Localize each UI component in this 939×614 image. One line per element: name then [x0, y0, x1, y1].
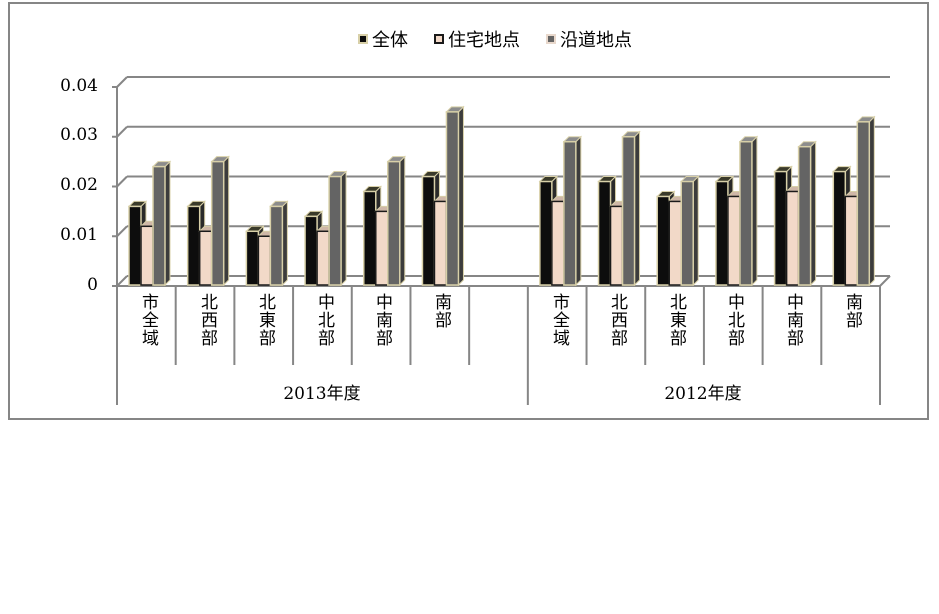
bar: [785, 190, 800, 286]
bar: [387, 160, 401, 286]
bar: [304, 215, 318, 286]
bar: [773, 170, 788, 286]
gridline-depth: [116, 275, 128, 287]
bar: [152, 165, 166, 286]
category-label: 市全域: [138, 293, 158, 347]
gridline-depth: [116, 225, 128, 237]
bar: [316, 230, 330, 286]
bar: [198, 230, 213, 286]
legend-label-total: 全体: [372, 30, 408, 51]
legend-item-total: 全体: [358, 26, 408, 52]
bar: [680, 180, 694, 286]
bar: [739, 140, 753, 286]
legend-label-roadside: 沿道地点: [560, 30, 632, 51]
bar: [844, 195, 859, 286]
bar: [269, 205, 284, 286]
category-label: 北西部: [607, 293, 627, 347]
category-label: 市全域: [549, 293, 569, 347]
group-label-2012: 2012年度: [664, 384, 742, 404]
gridline-depth: [116, 126, 128, 138]
chart-frame: [8, 2, 929, 420]
y-tick-label: 0: [87, 275, 98, 295]
bar: [563, 140, 577, 286]
bar: [551, 200, 565, 286]
bar: [421, 175, 436, 286]
bar: [715, 180, 729, 286]
bar: [621, 136, 636, 286]
gridline-depth: [116, 175, 128, 188]
category-label: 中南部: [372, 293, 392, 347]
category-label: 南部: [842, 293, 862, 329]
category-label: 北東部: [666, 293, 686, 347]
category-label: 中北部: [314, 293, 334, 347]
y-tick-label: 0.03: [60, 125, 98, 145]
legend-swatch-roadside: [546, 34, 556, 44]
bar: [210, 160, 225, 286]
bar: [609, 205, 624, 286]
bar: [668, 200, 682, 286]
y-tick-label: 0.01: [60, 225, 98, 245]
bar: [363, 190, 377, 286]
category-label: 北東部: [255, 293, 275, 347]
floor-edge: [879, 275, 891, 287]
bar: [375, 210, 389, 286]
bar: [128, 205, 142, 286]
category-label: 中南部: [783, 293, 803, 347]
legend-swatch-residential: [434, 34, 444, 44]
bar: [832, 170, 847, 286]
bar: [727, 195, 741, 286]
bar: [539, 180, 553, 286]
bar: [445, 111, 460, 286]
bar: [257, 235, 272, 286]
bar: [856, 121, 871, 286]
legend-item-roadside: 沿道地点: [546, 26, 632, 52]
bar: [140, 225, 154, 286]
category-label: 北西部: [197, 293, 217, 347]
bar: [797, 145, 812, 286]
bar: [656, 195, 670, 286]
y-tick-label: 0.02: [60, 175, 98, 195]
legend-swatch-total: [358, 34, 368, 44]
bar: [597, 180, 612, 286]
category-label: 南部: [431, 293, 451, 329]
bar: [328, 175, 342, 286]
legend-label-residential: 住宅地点: [448, 30, 520, 51]
bar: [433, 200, 448, 286]
gridline-depth: [116, 76, 128, 88]
group-label-2013: 2013年度: [283, 384, 361, 404]
category-label: 中北部: [724, 293, 744, 347]
chart-legend: 全体 住宅地点 沿道地点: [358, 26, 658, 52]
legend-item-residential: 住宅地点: [434, 26, 520, 52]
bar: [245, 230, 260, 286]
y-tick-label: 0.04: [60, 76, 98, 96]
bar: [186, 205, 201, 286]
